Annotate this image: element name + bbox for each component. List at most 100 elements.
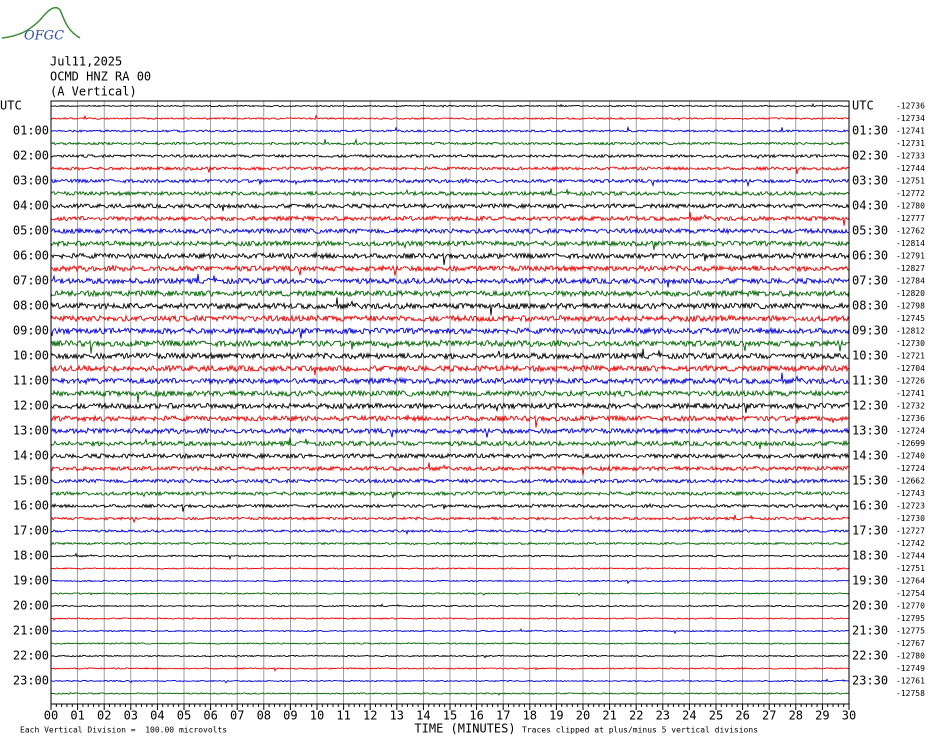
trace-offset: -12764 [896,577,925,586]
trace [50,552,849,561]
left-hour-label: 08:00 [13,299,49,313]
x-tick-label: 23 [656,709,670,723]
trace-offset: -12744 [896,552,925,561]
left-hour-label: 12:00 [13,399,49,413]
trace-offset: -12754 [896,589,925,598]
trace-offset: -12743 [896,489,925,498]
trace-offset: -12726 [896,377,925,386]
left-hour-label: 17:00 [13,524,49,538]
left-hour-label: 06:00 [13,249,49,263]
trace [50,187,850,197]
trace-offset: -12814 [896,239,925,248]
trace-offset: -12777 [896,214,925,223]
trace-offset: -12730 [896,514,925,523]
trace [50,239,850,250]
right-hour-label: 04:30 [852,199,888,213]
x-axis-title: TIME (MINUTES) [414,722,515,736]
x-tick-label: 15 [443,709,457,723]
station: OCMD HNZ RA 00 [50,70,151,84]
left-hour-label: 23:00 [13,674,49,688]
trace [50,177,850,188]
x-tick-label: 20 [576,709,590,723]
trace-offset: -12762 [896,227,925,236]
trace-offset: -12731 [896,139,925,148]
right-hour-label: 03:30 [852,174,888,188]
trace [50,211,850,226]
right-hour-label: 08:30 [852,299,888,313]
logo-mark [1,6,81,39]
right-hour-label: 10:30 [852,349,888,363]
right-hour-label: 14:30 [852,449,888,463]
trace [50,452,850,460]
x-tick-label: 03 [124,709,138,723]
trace [50,528,850,536]
trace-offset: -12744 [896,164,925,173]
left-hour-label: 02:00 [13,149,49,163]
x-tick-label: 01 [70,709,84,723]
component: (A Vertical) [50,85,137,99]
trace-offset: -12749 [896,664,925,673]
trace-offset: -12721 [896,352,925,361]
trace [50,477,850,485]
footer-left: Each Vertical Division = 100.00 microvol… [20,726,227,735]
trace [50,273,850,288]
x-tick-label: 09 [283,709,297,723]
trace-offset: -12699 [896,439,925,448]
trace-offset: -12740 [896,452,925,461]
trace [50,514,850,524]
trace [51,202,850,211]
left-hour-label: 13:00 [13,424,49,438]
trace [51,617,850,621]
x-tick-label: 17 [496,709,510,723]
trace-offset: -12733 [896,152,925,161]
trace-offset: -12772 [896,189,925,198]
trace [50,251,850,266]
trace-offset: -12741 [896,127,925,136]
trace [50,502,850,512]
trace-offset: -12732 [896,402,925,411]
right-hour-label: 20:30 [852,599,888,613]
right-hour-label: 02:30 [852,149,888,163]
trace-offset: -12767 [896,639,925,648]
x-tick-label: 21 [602,709,616,723]
trace-offset: -12761 [896,677,925,686]
right-hour-label: 23:30 [852,674,888,688]
grid [50,101,850,710]
right-hour-label: 18:30 [852,549,888,563]
trace-offset: -12724 [896,427,925,436]
left-hour-label: 04:00 [13,199,49,213]
right-hour-label: 05:30 [852,224,888,238]
trace-offset: -12820 [896,289,925,298]
trace-offset: -12741 [896,389,925,398]
trace [50,227,850,235]
trace-offset: -12730 [896,339,925,348]
left-hour-label: 11:00 [13,374,49,388]
right-hour-label: 06:30 [852,249,888,263]
right-hour-label: 15:30 [852,474,888,488]
left-hour-label: UTC [0,99,22,113]
trace [50,426,850,438]
trace-offset: -12780 [896,652,925,661]
trace [50,114,850,121]
x-tick-label: 26 [735,709,749,723]
x-tick-label: 00 [44,709,58,723]
left-hour-label: 09:00 [13,324,49,338]
trace [50,592,850,596]
trace [50,165,850,175]
x-tick-label: 24 [682,709,696,723]
trace [50,541,850,546]
trace [50,413,850,428]
trace [50,401,850,413]
left-hour-label: 03:00 [13,174,49,188]
x-tick-label: 02 [97,709,111,723]
trace-offset: -12745 [896,314,925,323]
trace-offset: -12780 [896,202,925,211]
x-tick-label: 06 [203,709,217,723]
trace [50,348,850,361]
trace [50,326,850,339]
trace [50,654,850,659]
trace [50,628,849,635]
left-hour-label: 20:00 [13,599,49,613]
left-hour-label: 21:00 [13,624,49,638]
trace-offset: -12758 [896,689,925,698]
